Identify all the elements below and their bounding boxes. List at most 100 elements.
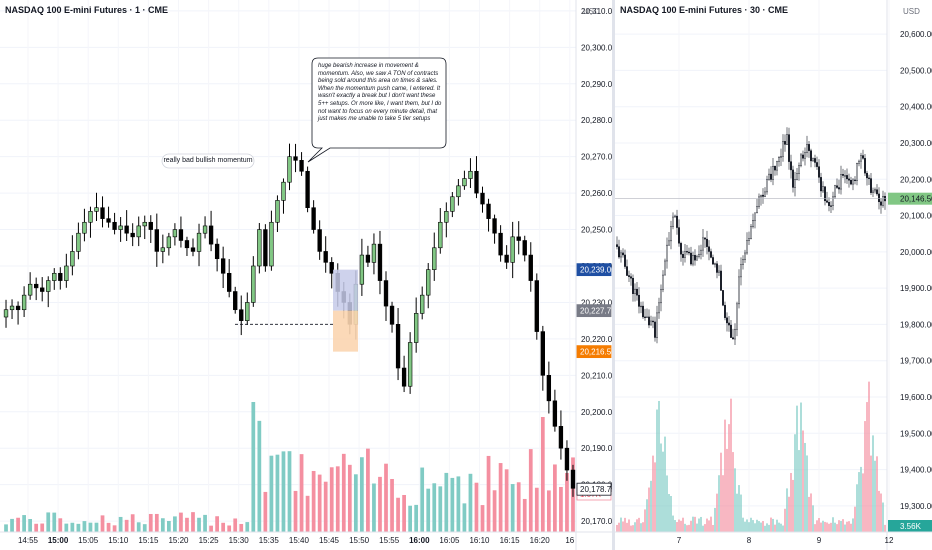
volume-bar [810, 493, 812, 532]
candle-body [9, 305, 15, 311]
volume-bar [390, 478, 394, 532]
volume-bar [824, 521, 826, 532]
volume-bar [378, 476, 382, 532]
candle-body [317, 229, 322, 252]
candle-body [239, 309, 244, 321]
candle-body [377, 243, 383, 281]
candle-body [474, 170, 479, 194]
candle-body [861, 155, 864, 159]
volume-bar [632, 525, 634, 532]
left-chart-panel[interactable]: 20,170.0020,180.0020,190.0020,200.0020,2… [0, 0, 612, 550]
volume-bar [840, 520, 842, 532]
volume-bar [450, 477, 455, 532]
candle-body [190, 247, 196, 252]
candle-body [733, 329, 736, 340]
volume-bar [648, 487, 650, 532]
volume-bar [772, 518, 774, 532]
volume-bar [884, 524, 886, 532]
candle-body [853, 179, 856, 181]
volume-bar [118, 516, 123, 532]
volume-bar [634, 522, 636, 532]
volume-bar [666, 475, 668, 532]
volume-bar [263, 491, 268, 532]
volume-tag [888, 520, 932, 532]
candle-body [618, 246, 621, 258]
candle-body [761, 194, 764, 197]
volume-bar [432, 483, 437, 532]
candle-body [827, 202, 830, 206]
volume-bar [106, 522, 111, 532]
candle-body [305, 170, 310, 208]
volume-bar [618, 522, 620, 532]
candle-body [775, 161, 778, 171]
volume-bar [70, 522, 75, 532]
candle-body [257, 229, 262, 267]
time-tick-label: 15:10 [108, 536, 129, 545]
right-volume-bars [616, 381, 886, 532]
right-chart-panel[interactable]: 19,300.00 19,400.00 19,500.00 19,600.00 19,7… [615, 0, 932, 550]
volume-bar [281, 451, 286, 532]
time-tick-label: 15:50 [349, 536, 370, 545]
callout-note[interactable]: huge bearish increase in movement & mome… [318, 63, 442, 123]
volume-bar [750, 517, 752, 532]
volume-bar [832, 517, 834, 532]
candle-body [504, 254, 509, 263]
price-tick-label: 19,500.00 [900, 429, 932, 438]
price-tick-label: 20,250.00 [581, 226, 612, 235]
candle-body [634, 288, 637, 294]
volume-bar [830, 522, 832, 532]
volume-bar [700, 516, 702, 532]
candle-body [709, 251, 712, 258]
volume-bar [754, 523, 756, 532]
volume-bar [444, 472, 449, 532]
volume-bar [752, 520, 754, 532]
volume-bar [640, 523, 642, 532]
volume-bar [874, 460, 876, 532]
candle-body [100, 207, 105, 219]
last-price-tag [888, 192, 932, 205]
volume-bar [684, 523, 686, 532]
candle-body [552, 400, 558, 427]
price-tag-gray-text: 20,227.75 [580, 307, 612, 316]
right-chart-canvas[interactable]: 19,300.00 19,400.00 19,500.00 19,600.00 19,7… [615, 0, 932, 550]
volume-bar [770, 517, 772, 532]
candle-body [747, 238, 750, 241]
candle-body [468, 170, 473, 179]
volume-bar [644, 509, 646, 532]
left-volume-bars [4, 402, 575, 532]
volume-bar [620, 517, 622, 532]
candle-body [196, 232, 202, 252]
candle-body [263, 229, 268, 267]
candle-body [616, 244, 619, 247]
candle-body [693, 255, 696, 261]
volume-bar [792, 479, 794, 532]
volume-bar [716, 493, 718, 532]
stop-loss-zone [333, 310, 358, 352]
momentum-label[interactable]: really bad bullish momentum [163, 157, 253, 164]
candle-body [815, 162, 818, 167]
panel-divider[interactable] [612, 0, 615, 550]
price-tag-orange [576, 345, 612, 359]
candle-body [765, 179, 768, 193]
candle-body [432, 247, 437, 270]
volume-bar [764, 525, 766, 532]
volume-bar [828, 523, 830, 532]
volume-bar [414, 504, 419, 532]
candle-body [855, 163, 858, 181]
volume-bar [692, 516, 694, 532]
candle-body [365, 254, 371, 263]
price-tick-label: 20,310.00 [581, 7, 612, 16]
candle-body [462, 178, 467, 187]
volume-bar [690, 520, 692, 532]
momentum-label-bubble [161, 153, 255, 169]
candle-body [70, 251, 75, 267]
volume-bar [124, 519, 129, 532]
candle-body [299, 160, 304, 172]
left-chart-canvas[interactable]: 20,170.0020,180.0020,190.0020,200.0020,2… [0, 0, 612, 550]
volume-bar [816, 520, 818, 532]
candle-body [821, 186, 824, 192]
candle-body [21, 294, 27, 311]
volume-bar [794, 434, 796, 532]
candle-body [678, 227, 681, 244]
volume-bar [728, 424, 730, 532]
